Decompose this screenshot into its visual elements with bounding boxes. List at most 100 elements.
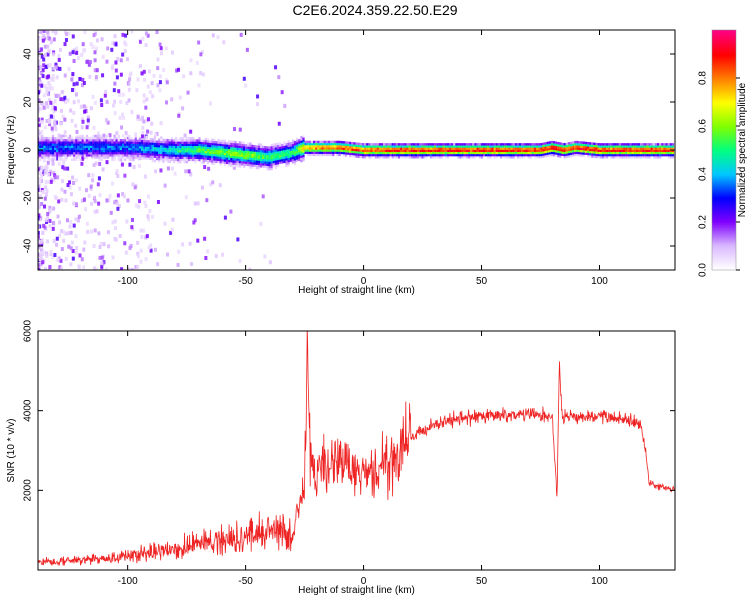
heatmap-noise-cell	[39, 240, 43, 245]
heatmap-ridge-cell	[495, 147, 498, 150]
heatmap-ridge-cell	[400, 151, 403, 155]
heatmap-ridge-cell	[185, 154, 188, 157]
heatmap-ridge-cell	[463, 145, 466, 148]
colorbar-segment	[712, 102, 736, 105]
heatmap-noise-cell	[152, 73, 156, 78]
heatmap-ridge-cell	[211, 162, 214, 165]
heatmap-ridge-cell	[376, 156, 379, 159]
heatmap-ridge-cell	[657, 143, 660, 146]
heatmap-noise-cell	[53, 124, 57, 129]
heatmap-ridge-cell	[204, 148, 207, 152]
heatmap-ridge-cell	[45, 156, 48, 159]
heatmap-ridge-cell	[107, 141, 110, 144]
heatmap-noise-cell	[121, 192, 125, 197]
heatmap-ridge-cell	[223, 148, 227, 151]
heatmap-ridge-cell	[478, 151, 481, 155]
heatmap-ridge-cell	[293, 142, 297, 146]
heatmap-ridge-cell	[196, 156, 199, 159]
heatmap-ridge-cell	[338, 142, 341, 146]
colorbar-segment	[712, 222, 736, 225]
heatmap-ridge-cell	[247, 142, 250, 145]
heatmap-ridge-cell	[644, 156, 647, 159]
heatmap-ridge-cell	[614, 147, 617, 150]
heatmap-ridge-cell	[287, 162, 290, 165]
heatmap-ridge-cell	[242, 143, 246, 147]
heatmap-ridge-cell	[247, 161, 250, 165]
colorbar-segment	[712, 106, 736, 109]
heatmap-noise-cell	[236, 237, 240, 242]
heatmap-ridge-cell	[448, 151, 452, 155]
heatmap-ridge-cell	[595, 151, 598, 154]
heatmap-ridge-cell	[281, 158, 284, 162]
heatmap-noise-cell	[119, 58, 123, 63]
heatmap-ridge-cell	[332, 151, 335, 154]
heatmap-ridge-cell	[104, 147, 108, 151]
heatmap-noise-cell	[72, 223, 76, 228]
heatmap-ridge-cell	[302, 137, 305, 140]
heatmap-ridge-cell	[444, 147, 447, 150]
heatmap-ridge-cell	[603, 143, 607, 146]
heatmap-ridge-cell	[117, 156, 120, 159]
heatmap-ridge-cell	[268, 157, 271, 160]
heatmap-noise-cell	[76, 56, 80, 61]
y-tick-label: -40	[23, 238, 34, 253]
heatmap-ridge-cell	[548, 152, 551, 155]
heatmap-ridge-cell	[58, 136, 61, 140]
heatmap-noise-cell	[203, 165, 207, 170]
heatmap-ridge-cell	[476, 145, 479, 148]
heatmap-ridge-cell	[194, 154, 197, 157]
heatmap-ridge-cell	[493, 149, 496, 153]
colorbar-segment	[712, 42, 736, 45]
heatmap-ridge-cell	[225, 142, 229, 145]
heatmap-ridge-cell	[444, 145, 447, 148]
heatmap-noise-cell	[46, 74, 50, 79]
heatmap-noise-cell	[57, 199, 61, 204]
heatmap-noise-cell	[48, 84, 52, 89]
heatmap-noise-cell	[38, 93, 40, 98]
heatmap-ridge-cell	[187, 158, 190, 162]
heatmap-ridge-cell	[228, 142, 231, 145]
heatmap-ridge-cell	[147, 146, 150, 149]
heatmap-ridge-cell	[300, 155, 303, 158]
colorbar-segment	[712, 158, 736, 161]
colorbar-segment	[712, 190, 736, 193]
heatmap-ridge-cell	[363, 145, 367, 148]
heatmap-ridge-cell	[213, 147, 216, 150]
heatmap-ridge-cell	[559, 155, 562, 158]
heatmap-ridge-cell	[304, 147, 307, 150]
heatmap-ridge-cell	[317, 140, 320, 144]
heatmap-ridge-cell	[262, 163, 265, 166]
heatmap-ridge-cell	[357, 149, 360, 152]
heatmap-ridge-cell	[213, 153, 216, 157]
heatmap-ridge-cell	[130, 143, 133, 146]
heatmap-ridge-cell	[635, 143, 638, 146]
heatmap-ridge-cell	[202, 154, 205, 158]
heatmap-ridge-cell	[111, 143, 114, 146]
heatmap-ridge-cell	[648, 153, 651, 157]
heatmap-ridge-cell	[75, 147, 78, 151]
heatmap-ridge-cell	[228, 146, 231, 150]
heatmap-ridge-cell	[586, 144, 590, 147]
heatmap-ridge-cell	[644, 149, 647, 153]
heatmap-noise-cell	[45, 101, 49, 106]
heatmap-ridge-cell	[491, 149, 494, 153]
heatmap-noise-cell	[40, 245, 44, 250]
heatmap-ridge-cell	[440, 156, 443, 159]
heatmap-ridge-cell	[283, 158, 286, 161]
heatmap-noise-cell	[78, 253, 82, 258]
heatmap-ridge-cell	[338, 147, 341, 150]
heatmap-ridge-cell	[49, 136, 52, 140]
heatmap-ridge-cell	[361, 153, 365, 157]
heatmap-ridge-cell	[194, 139, 197, 142]
heatmap-ridge-cell	[561, 151, 564, 154]
heatmap-ridge-cell	[512, 147, 515, 150]
heatmap-noise-cell	[145, 234, 149, 239]
heatmap-ridge-cell	[236, 149, 239, 153]
colorbar-tick-label: 0.0	[698, 263, 709, 277]
heatmap-ridge-cell	[627, 143, 630, 146]
heatmap-ridge-cell	[296, 157, 299, 160]
heatmap-ridge-cell	[219, 163, 222, 166]
heatmap-ridge-cell	[427, 147, 430, 150]
heatmap-ridge-cell	[259, 165, 263, 168]
heatmap-noise-cell	[130, 217, 134, 222]
